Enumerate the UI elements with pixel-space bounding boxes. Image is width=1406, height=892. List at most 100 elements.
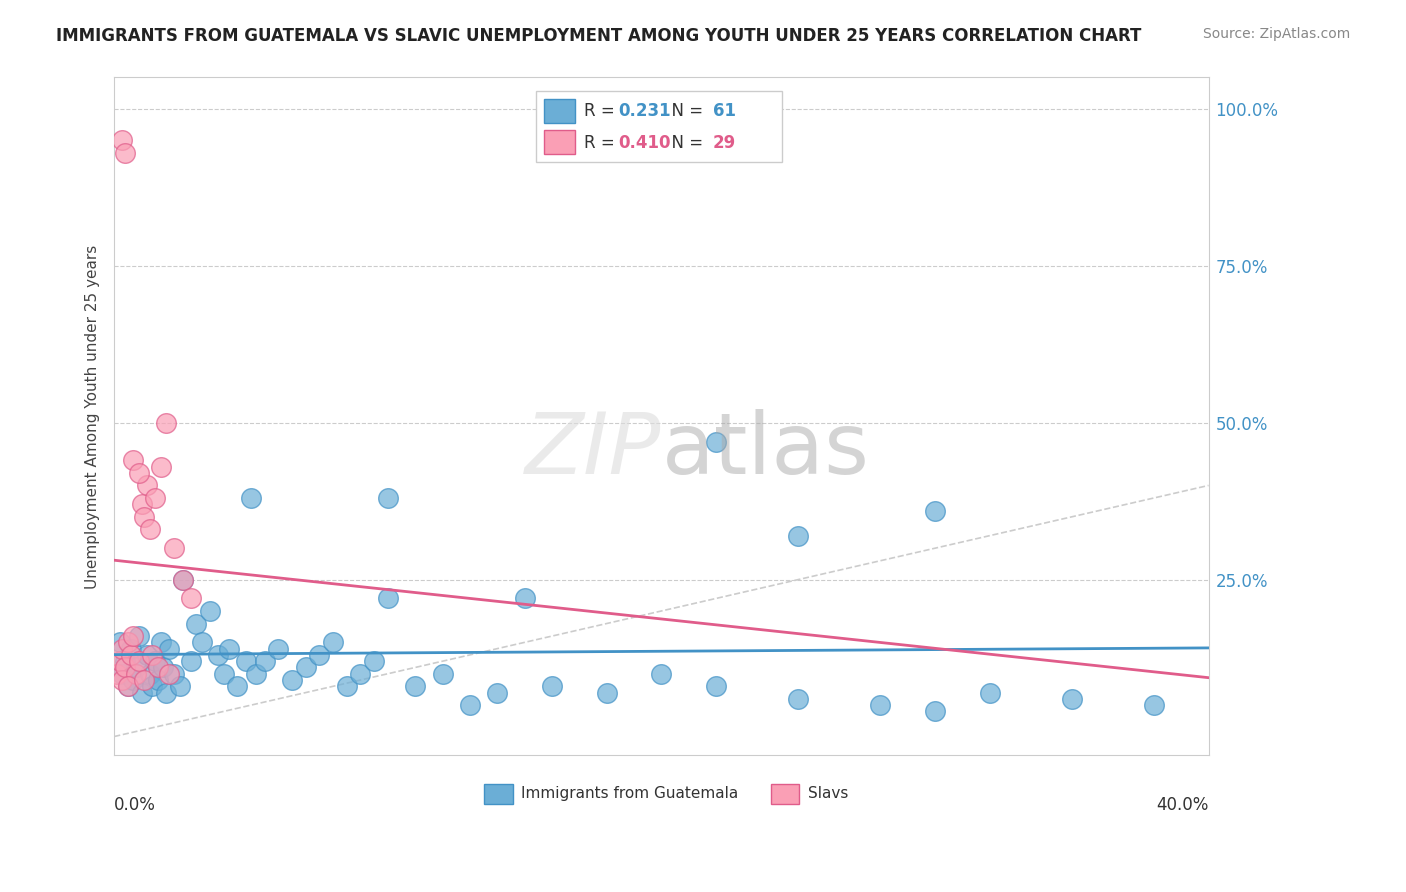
Point xyxy=(125,660,148,674)
Point xyxy=(149,459,172,474)
Point xyxy=(377,491,399,505)
Point xyxy=(924,503,946,517)
Point xyxy=(146,660,169,674)
Point xyxy=(240,491,263,505)
Point xyxy=(152,660,174,674)
Point xyxy=(141,648,163,662)
Y-axis label: Unemployment Among Youth under 25 years: Unemployment Among Youth under 25 years xyxy=(86,244,100,589)
Point xyxy=(128,654,150,668)
Point xyxy=(924,705,946,719)
Text: 0.0%: 0.0% xyxy=(114,796,156,814)
Point xyxy=(111,133,134,147)
Point xyxy=(172,573,194,587)
Point xyxy=(1143,698,1166,713)
Point xyxy=(111,666,134,681)
Point xyxy=(207,648,229,662)
Text: 0.231: 0.231 xyxy=(619,103,671,120)
Point xyxy=(336,679,359,693)
Point xyxy=(404,679,426,693)
Point xyxy=(226,679,249,693)
Point xyxy=(117,679,139,693)
Point xyxy=(1060,691,1083,706)
Text: 0.410: 0.410 xyxy=(619,134,671,152)
Text: 29: 29 xyxy=(713,134,737,152)
Point xyxy=(245,666,267,681)
Point xyxy=(117,679,139,693)
Point xyxy=(541,679,564,693)
Text: N =: N = xyxy=(661,103,709,120)
Point xyxy=(308,648,330,662)
Point xyxy=(432,666,454,681)
Point xyxy=(172,573,194,587)
Point xyxy=(186,616,208,631)
Point xyxy=(650,666,672,681)
Point xyxy=(108,635,131,649)
Point xyxy=(235,654,257,668)
Point xyxy=(595,685,617,699)
Point xyxy=(253,654,276,668)
Point xyxy=(128,629,150,643)
Point xyxy=(377,591,399,606)
Point xyxy=(117,635,139,649)
Point xyxy=(120,641,142,656)
Point xyxy=(149,635,172,649)
Point xyxy=(322,635,344,649)
Point xyxy=(180,591,202,606)
Text: 61: 61 xyxy=(713,103,735,120)
Point xyxy=(294,660,316,674)
Point xyxy=(180,654,202,668)
Point xyxy=(267,641,290,656)
Point xyxy=(111,673,134,687)
Point xyxy=(163,666,186,681)
Point xyxy=(363,654,385,668)
Point xyxy=(458,698,481,713)
Point xyxy=(787,529,810,543)
Point xyxy=(218,641,240,656)
Point xyxy=(114,654,136,668)
Point xyxy=(190,635,212,649)
Point xyxy=(108,654,131,668)
Point xyxy=(128,466,150,480)
Point xyxy=(787,691,810,706)
Text: N =: N = xyxy=(661,134,709,152)
Point xyxy=(120,648,142,662)
Point xyxy=(704,679,727,693)
Text: IMMIGRANTS FROM GUATEMALA VS SLAVIC UNEMPLOYMENT AMONG YOUTH UNDER 25 YEARS CORR: IMMIGRANTS FROM GUATEMALA VS SLAVIC UNEM… xyxy=(56,27,1142,45)
Text: Slavs: Slavs xyxy=(808,787,848,802)
Point xyxy=(131,497,153,511)
Point xyxy=(143,491,166,505)
Point xyxy=(111,641,134,656)
Point xyxy=(122,629,145,643)
Point xyxy=(169,679,191,693)
Point xyxy=(114,660,136,674)
Point xyxy=(146,673,169,687)
Point xyxy=(114,145,136,160)
Point xyxy=(139,522,162,536)
Point xyxy=(157,641,180,656)
Point xyxy=(486,685,509,699)
Point xyxy=(134,673,156,687)
Point xyxy=(704,434,727,449)
Point xyxy=(212,666,235,681)
Point xyxy=(125,666,148,681)
Point xyxy=(141,679,163,693)
Point xyxy=(155,416,177,430)
Point xyxy=(163,541,186,556)
Point xyxy=(139,666,162,681)
Point xyxy=(349,666,371,681)
Point xyxy=(134,509,156,524)
Point xyxy=(122,673,145,687)
Point xyxy=(157,666,180,681)
FancyBboxPatch shape xyxy=(484,784,513,805)
Point xyxy=(198,604,221,618)
Point xyxy=(136,478,159,492)
FancyBboxPatch shape xyxy=(770,784,799,805)
Text: atlas: atlas xyxy=(661,409,869,491)
Text: Source: ZipAtlas.com: Source: ZipAtlas.com xyxy=(1202,27,1350,41)
Point xyxy=(136,648,159,662)
Point xyxy=(131,685,153,699)
Point xyxy=(122,453,145,467)
Point xyxy=(155,685,177,699)
Text: R =: R = xyxy=(583,103,620,120)
Point xyxy=(281,673,304,687)
